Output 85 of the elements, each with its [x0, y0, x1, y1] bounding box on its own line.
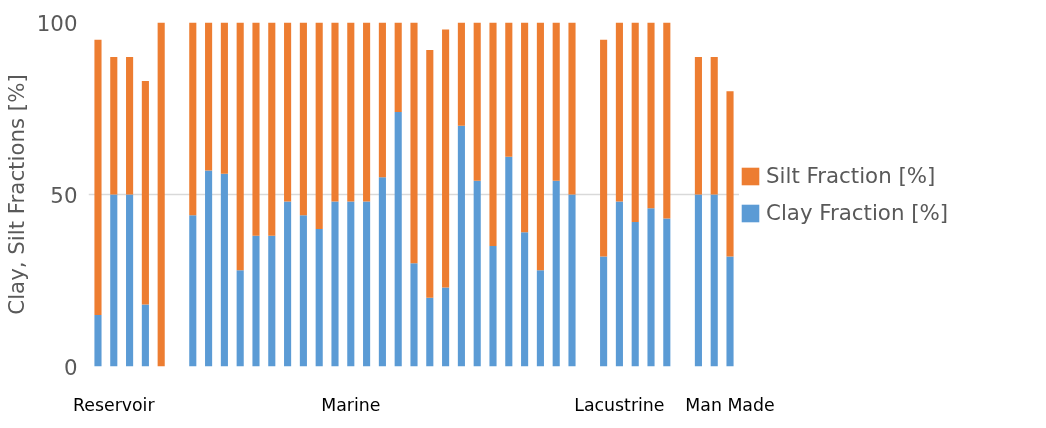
- bar: [536, 270, 544, 367]
- y-axis-title: Clay, Silt Fractions [%]: [3, 74, 29, 315]
- bar: [347, 201, 355, 367]
- bar: [710, 56, 718, 195]
- bar: [236, 270, 244, 367]
- bar: [663, 218, 671, 367]
- y-tick-label: 50: [50, 182, 78, 208]
- bar: [252, 22, 260, 236]
- bar: [489, 22, 497, 247]
- bar: [647, 208, 655, 367]
- bar: [442, 29, 450, 288]
- bar: [521, 22, 529, 233]
- bar: [157, 22, 165, 367]
- bar: [315, 22, 323, 229]
- bar: [126, 56, 134, 195]
- bar: [205, 170, 213, 367]
- bar: [378, 177, 386, 367]
- y-tick-label: 0: [63, 354, 78, 380]
- bar: [615, 22, 623, 202]
- bar: [394, 111, 402, 367]
- legend-label: Clay Fraction [%]: [766, 200, 949, 225]
- bar: [189, 215, 197, 367]
- bar: [726, 91, 734, 257]
- bar: [663, 22, 671, 219]
- bar: [331, 22, 339, 202]
- bar: [505, 22, 513, 157]
- bar: [284, 22, 292, 202]
- bar: [378, 22, 386, 178]
- bar: [363, 22, 371, 202]
- bar: [694, 56, 702, 195]
- bar: [236, 22, 244, 271]
- bar: [521, 232, 529, 367]
- bar: [600, 256, 608, 367]
- x-tick-label: Marine: [321, 394, 381, 415]
- bar: [268, 235, 276, 367]
- bar: [299, 215, 307, 367]
- bar: [600, 39, 608, 257]
- bar: [568, 194, 576, 367]
- bar: [220, 173, 228, 367]
- bar: [94, 314, 102, 367]
- bar: [473, 22, 481, 181]
- bar: [110, 56, 118, 195]
- x-tick-label: Man Made: [685, 394, 775, 415]
- bar: [394, 22, 402, 112]
- x-tick-label: Lacustrine: [574, 394, 665, 415]
- x-tick-label: Reservoir: [73, 394, 156, 415]
- bar: [141, 80, 149, 305]
- legend-label: Silt Fraction [%]: [766, 163, 936, 188]
- bar: [489, 246, 497, 367]
- bar: [410, 263, 418, 367]
- bar: [426, 297, 434, 367]
- bar: [552, 180, 560, 367]
- bar: [505, 156, 513, 367]
- bar: [631, 22, 639, 223]
- bar: [220, 22, 228, 174]
- bar: [694, 194, 702, 367]
- bar: [426, 50, 434, 298]
- bar: [442, 287, 450, 367]
- bar: [647, 22, 655, 209]
- bar: [94, 39, 102, 315]
- bar: [568, 22, 576, 195]
- bar: [536, 22, 544, 271]
- bar: [473, 180, 481, 367]
- bar: [347, 22, 355, 202]
- bar: [710, 194, 718, 367]
- bar: [615, 201, 623, 367]
- bar: [457, 22, 465, 126]
- bar: [268, 22, 276, 236]
- bar: [363, 201, 371, 367]
- y-tick-label: 100: [36, 10, 78, 36]
- bar: [457, 125, 465, 367]
- bar: [110, 194, 118, 367]
- bar: [726, 256, 734, 367]
- bar: [284, 201, 292, 367]
- bar: [205, 22, 213, 171]
- bar: [410, 22, 418, 264]
- bar: [315, 228, 323, 367]
- bar: [189, 22, 197, 216]
- bar: [631, 222, 639, 367]
- bar: [126, 194, 134, 367]
- bar: [141, 304, 149, 367]
- bar: [252, 235, 260, 367]
- bar: [331, 201, 339, 367]
- bar: [552, 22, 560, 181]
- bar: [299, 22, 307, 216]
